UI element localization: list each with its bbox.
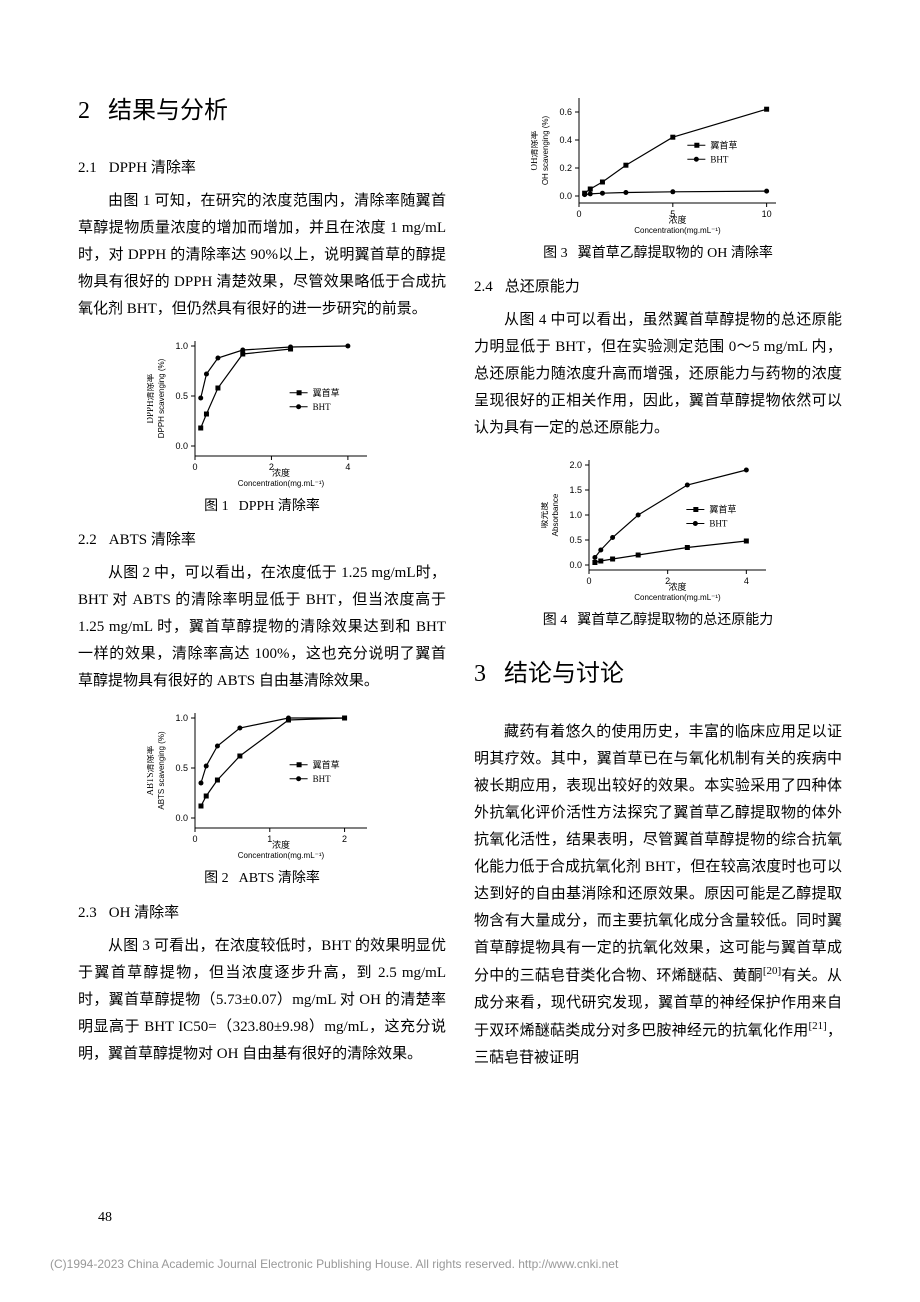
figure-2-caption: 图 2 ABTS 清除率 xyxy=(78,866,446,891)
svg-text:0: 0 xyxy=(576,209,581,219)
svg-text:浓度: 浓度 xyxy=(668,214,686,225)
figure-2-num: 图 2 xyxy=(204,871,229,886)
figure-4-caption-text: 翼首草乙醇提取物的总还原能力 xyxy=(577,613,773,628)
svg-text:DPPH清除率: DPPH清除率 xyxy=(147,374,155,424)
svg-text:2.0: 2.0 xyxy=(569,460,582,470)
svg-text:BHT: BHT xyxy=(313,402,332,412)
figure-1-caption: 图 1 DPPH 清除率 xyxy=(78,494,446,519)
svg-text:翼首草: 翼首草 xyxy=(313,759,340,770)
subsection-2-1-heading: 2.1 DPPH 清除率 xyxy=(78,155,446,182)
figure-4-caption: 图 4 翼首草乙醇提取物的总还原能力 xyxy=(474,608,842,633)
svg-text:Concentration(mg.mL⁻¹): Concentration(mg.mL⁻¹) xyxy=(238,479,325,488)
svg-text:BHT: BHT xyxy=(709,519,728,529)
subsection-2-3-para: 从图 3 可看出，在浓度较低时，BHT 的效果明显优于翼首草醇提物，但当浓度逐步… xyxy=(78,933,446,1068)
figure-4-chart: 0.00.51.01.52.0024浓度Concentration(mg.mL⁻… xyxy=(541,452,776,602)
svg-text:浓度: 浓度 xyxy=(668,581,686,592)
svg-text:0.0: 0.0 xyxy=(559,191,572,201)
subsection-2-2-heading: 2.2 ABTS 清除率 xyxy=(78,527,446,554)
svg-text:1.0: 1.0 xyxy=(569,510,582,520)
svg-text:翼首草: 翼首草 xyxy=(313,387,340,398)
section-3-para: 藏药有着悠久的使用历史，丰富的临床应用足以证明其疗效。其中，翼首草已在与氧化机制… xyxy=(474,719,842,1072)
figure-2-caption-text: ABTS 清除率 xyxy=(239,871,320,886)
subsection-2-4-title: 总还原能力 xyxy=(505,279,580,295)
footer-text: (C)1994-2023 China Academic Journal Elec… xyxy=(50,1254,618,1276)
svg-text:ABTS清除率: ABTS清除率 xyxy=(147,746,155,796)
figure-3-chart: 0.00.20.40.60510浓度Concentration(mg.mL⁻¹)… xyxy=(531,90,786,235)
svg-text:OH清除率: OH清除率 xyxy=(531,131,539,171)
subsection-2-4-num: 2.4 xyxy=(474,274,493,301)
figure-1: 0.00.51.0024浓度Concentration(mg.mL⁻¹)DPPH… xyxy=(78,333,446,519)
figure-1-caption-text: DPPH 清除率 xyxy=(239,499,320,514)
section-2-heading: 2 结果与分析 xyxy=(78,90,446,133)
svg-text:1.0: 1.0 xyxy=(175,341,188,351)
svg-text:吸光度: 吸光度 xyxy=(541,502,549,529)
subsection-2-1-title: DPPH 清除率 xyxy=(109,160,196,176)
svg-text:浓度: 浓度 xyxy=(272,467,290,478)
citation-21: [21] xyxy=(808,1020,826,1032)
svg-text:0.5: 0.5 xyxy=(175,391,188,401)
section-2-title: 结果与分析 xyxy=(108,98,228,124)
subsection-2-4-para: 从图 4 中可以看出，虽然翼首草醇提物的总还原能力明显低于 BHT，但在实验测定… xyxy=(474,307,842,442)
subsection-2-3-heading: 2.3 OH 清除率 xyxy=(78,900,446,927)
subsection-2-2-para: 从图 2 中，可以看出，在浓度低于 1.25 mg/mL时，BHT 对 ABTS… xyxy=(78,560,446,695)
figure-3-caption-text: 翼首草乙醇提取物的 OH 清除率 xyxy=(578,246,773,261)
svg-text:0.0: 0.0 xyxy=(175,813,188,823)
left-column: 2 结果与分析 2.1 DPPH 清除率 由图 1 可知，在研究的浓度范围内，清除率… xyxy=(78,90,446,1076)
subsection-2-3-num: 2.3 xyxy=(78,900,97,927)
subsection-2-2-num: 2.2 xyxy=(78,527,97,554)
svg-text:BHT: BHT xyxy=(710,154,729,164)
figure-2-chart: 0.00.51.0012浓度Concentration(mg.mL⁻¹)ABTS… xyxy=(147,705,377,860)
svg-text:浓度: 浓度 xyxy=(272,839,290,850)
svg-text:0: 0 xyxy=(192,834,197,844)
svg-text:DPPH scavenging (%): DPPH scavenging (%) xyxy=(157,359,166,439)
section-3-title: 结论与讨论 xyxy=(504,661,624,687)
svg-text:10: 10 xyxy=(761,209,771,219)
figure-1-num: 图 1 xyxy=(204,499,229,514)
subsection-2-1-num: 2.1 xyxy=(78,155,97,182)
figure-3: 0.00.20.40.60510浓度Concentration(mg.mL⁻¹)… xyxy=(474,90,842,266)
svg-text:翼首草: 翼首草 xyxy=(709,504,736,515)
citation-20: [20] xyxy=(763,965,781,977)
svg-text:4: 4 xyxy=(743,576,748,586)
svg-text:1.0: 1.0 xyxy=(175,713,188,723)
figure-4-num: 图 4 xyxy=(543,613,568,628)
figure-2: 0.00.51.0012浓度Concentration(mg.mL⁻¹)ABTS… xyxy=(78,705,446,891)
figure-1-chart: 0.00.51.0024浓度Concentration(mg.mL⁻¹)DPPH… xyxy=(147,333,377,488)
svg-text:0.0: 0.0 xyxy=(175,441,188,451)
svg-text:ABTS scavenging (%): ABTS scavenging (%) xyxy=(157,731,166,810)
page-number: 48 xyxy=(98,1205,112,1230)
svg-text:0: 0 xyxy=(586,576,591,586)
svg-text:翼首草: 翼首草 xyxy=(710,139,737,150)
figure-3-num: 图 3 xyxy=(543,246,568,261)
section-2-num: 2 xyxy=(78,90,90,133)
svg-text:0.4: 0.4 xyxy=(559,135,572,145)
subsection-2-2-title: ABTS 清除率 xyxy=(109,532,196,548)
subsection-2-4-heading: 2.4 总还原能力 xyxy=(474,274,842,301)
svg-text:BHT: BHT xyxy=(313,774,332,784)
right-column: 0.00.20.40.60510浓度Concentration(mg.mL⁻¹)… xyxy=(474,90,842,1076)
svg-text:1.5: 1.5 xyxy=(569,485,582,495)
svg-text:OH scavenging (%): OH scavenging (%) xyxy=(541,115,550,185)
svg-text:0.0: 0.0 xyxy=(569,560,582,570)
section-3-heading: 3 结论与讨论 xyxy=(474,653,842,696)
svg-text:Concentration(mg.mL⁻¹): Concentration(mg.mL⁻¹) xyxy=(238,851,325,860)
svg-text:0.2: 0.2 xyxy=(559,163,572,173)
section-3-num: 3 xyxy=(474,653,486,696)
svg-text:0.5: 0.5 xyxy=(569,535,582,545)
svg-text:Absorbance: Absorbance xyxy=(551,493,560,536)
svg-text:0.5: 0.5 xyxy=(175,763,188,773)
svg-text:Concentration(mg.mL⁻¹): Concentration(mg.mL⁻¹) xyxy=(634,593,721,602)
subsection-2-3-title: OH 清除率 xyxy=(109,905,179,921)
svg-text:2: 2 xyxy=(342,834,347,844)
subsection-2-1-para: 由图 1 可知，在研究的浓度范围内，清除率随翼首草醇提物质量浓度的增加而增加，并… xyxy=(78,188,446,323)
svg-text:4: 4 xyxy=(345,462,350,472)
svg-text:0.6: 0.6 xyxy=(559,107,572,117)
figure-3-caption: 图 3 翼首草乙醇提取物的 OH 清除率 xyxy=(474,241,842,266)
section-3-para-text1: 藏药有着悠久的使用历史，丰富的临床应用足以证明其疗效。其中，翼首草已在与氧化机制… xyxy=(474,724,842,984)
svg-text:Concentration(mg.mL⁻¹): Concentration(mg.mL⁻¹) xyxy=(634,226,721,235)
svg-text:0: 0 xyxy=(192,462,197,472)
figure-4: 0.00.51.01.52.0024浓度Concentration(mg.mL⁻… xyxy=(474,452,842,633)
